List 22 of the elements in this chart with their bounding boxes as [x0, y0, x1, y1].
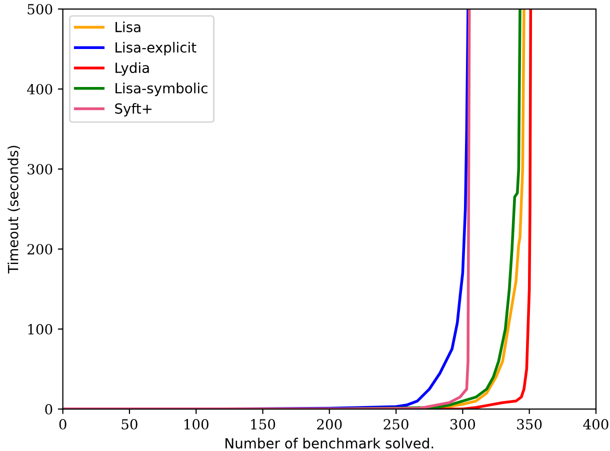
y-tick-label: 100 [28, 324, 52, 335]
x-tick-label: 0 [59, 419, 66, 430]
x-tick-label: 150 [251, 419, 276, 430]
legend-label: Lisa-symbolic [116, 82, 208, 96]
legend-label: Lisa [116, 22, 140, 32]
x-tick-label: 200 [317, 419, 342, 430]
x-tick-label: 400 [583, 419, 608, 430]
y-tick-label: 0 [45, 404, 52, 415]
y-axis-title: Timeout (seconds) [8, 146, 20, 274]
x-axis-title: Number of benchmark solved. [226, 438, 434, 449]
y-tick-label: 400 [27, 84, 52, 94]
legend-label: Lydia [116, 62, 149, 76]
y-tick-label: 500 [28, 4, 52, 14]
y-tick-label: 200 [28, 244, 52, 255]
legend-label: Syft+ [115, 103, 152, 117]
x-tick-label: 100 [184, 419, 208, 430]
x-tick-label: 300 [450, 419, 476, 430]
x-tick-label: 50 [122, 419, 138, 430]
x-tick-label: 350 [517, 419, 542, 430]
legend-label: Lisa-explicit [116, 42, 196, 56]
x-tick-label: 250 [384, 419, 408, 430]
y-tick-label: 300 [28, 164, 52, 175]
